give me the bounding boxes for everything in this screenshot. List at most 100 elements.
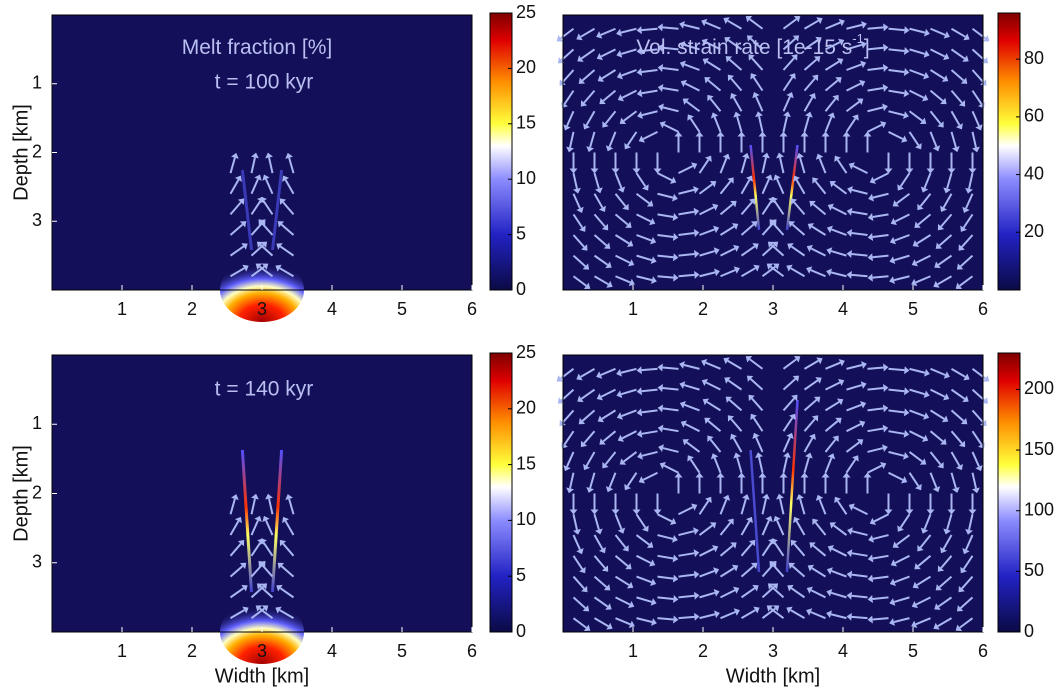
arrow-head [576,548,584,555]
velocity-arrow [908,131,920,146]
arrow-head [581,585,588,593]
velocity-arrow [684,403,700,412]
arrow-head [937,121,944,128]
arrow-head [657,384,663,393]
velocity-arrow [782,76,794,92]
velocity-arrow [621,69,637,77]
arrow-head [750,221,758,228]
arrow-head [789,73,796,80]
velocity-arrow [641,48,658,52]
velocity-arrow [279,245,295,257]
arrow-head [581,244,588,251]
velocity-arrow [831,228,847,236]
arrow-head [636,366,642,375]
velocity-arrow [259,265,274,278]
velocity-arrow [851,573,868,578]
arrow-head [917,203,924,211]
arrow-head [595,187,603,194]
velocity-arrow [641,89,658,95]
velocity-arrow [614,172,623,189]
arrow-head [914,221,921,228]
velocity-arrow [229,498,236,515]
arrow-head [860,401,867,409]
velocity-arrow [657,617,674,621]
arrow-head [619,117,627,125]
velocity-arrow [867,26,884,30]
velocity-arrow [899,172,911,187]
arrow-head [812,518,819,526]
arrow-head [693,570,700,579]
velocity-arrow [946,514,953,530]
velocity-arrow [614,193,627,207]
velocity-arrow [846,403,862,412]
x-tick-label: 1 [117,299,127,319]
velocity-arrow [636,254,653,262]
arrow-head [583,123,591,130]
x-tick-label: 1 [117,641,127,661]
velocity-arrow [662,427,679,433]
arrow-head [806,244,813,253]
colorbar-tick-label: 25 [516,342,536,362]
arrow-head [602,461,609,469]
arrow-head [601,223,609,231]
velocity-arrow [867,67,884,71]
velocity-arrow [572,617,587,629]
velocity-arrow [761,563,774,578]
colorbar-tick-label: 20 [516,57,536,77]
velocity-arrow [782,18,797,30]
velocity-arrow [761,222,774,236]
velocity-arrow [727,19,743,30]
arrow-head [771,538,778,545]
velocity-arrow [740,223,755,236]
arrow-head [622,545,629,552]
arrow-head [742,494,750,500]
velocity-arrow [635,172,647,187]
arrow-head [566,487,574,494]
velocity-arrow [580,388,596,400]
arrow-head [626,581,634,589]
velocity-arrow [755,436,764,453]
velocity-arrow [824,60,840,71]
arrow-head [672,193,678,202]
arrow-head [573,187,581,194]
arrow-head [582,605,590,612]
arrow-head [863,472,872,478]
velocity-arrow [657,596,674,600]
arrow-head [624,142,631,150]
velocity-arrow [279,587,295,599]
velocity-arrow [689,118,701,133]
arrow-head [772,605,780,612]
velocity-arrow [790,267,806,278]
velocity-arrow [824,457,833,474]
arrow-head [254,174,262,181]
velocity-arrow [872,275,889,279]
velocity-arrow [803,116,810,133]
velocity-arrow [795,179,806,195]
velocity-arrow [657,275,674,279]
velocity-arrow [740,498,747,515]
velocity-arrow [971,110,980,127]
velocity-arrow [930,367,946,376]
velocity-arrow [662,387,679,391]
arrow-head [709,180,717,188]
arrow-head [673,253,679,262]
arrow-head [276,584,283,592]
arrow-head [932,145,941,152]
arrow-head [901,135,908,143]
velocity-arrow [761,157,767,174]
velocity-arrow [641,110,658,117]
velocity-arrow [282,543,295,557]
arrow-head [255,263,263,270]
velocity-arrow [662,447,679,453]
arrow-head [606,622,613,630]
x-tick-label: 5 [908,641,918,661]
arrow-head [617,527,626,534]
velocity-arrow [288,157,295,174]
velocity-arrow [740,587,756,599]
arrow-head [779,131,788,137]
velocity-arrow [566,451,575,467]
velocity-arrow [749,18,764,30]
velocity-arrow [678,210,695,216]
velocity-arrow [657,554,674,560]
arrow-head [724,377,731,384]
